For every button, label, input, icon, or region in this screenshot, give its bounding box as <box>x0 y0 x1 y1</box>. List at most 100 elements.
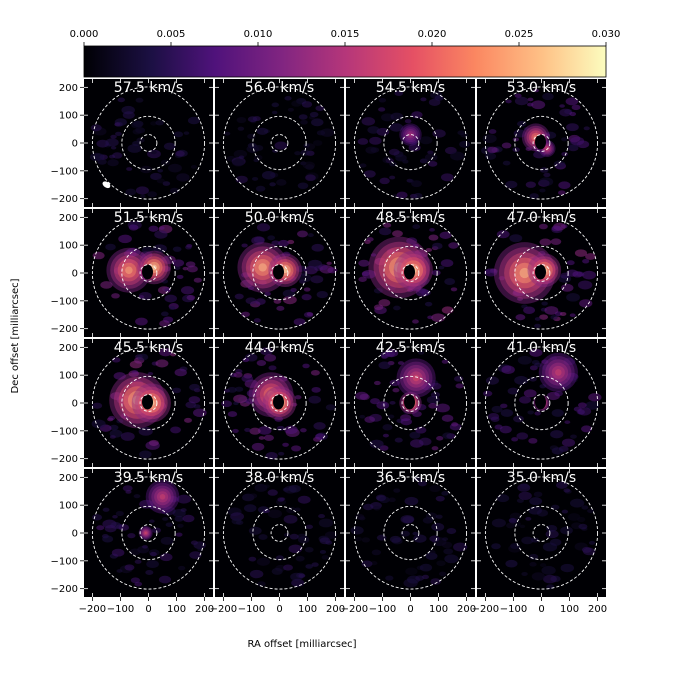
noise-blob <box>429 228 435 232</box>
noise-blob <box>501 365 515 374</box>
y-tick-label: −200 <box>51 324 78 335</box>
ring-contour <box>401 524 420 542</box>
noise-blob <box>297 536 310 544</box>
emission-clump <box>144 531 147 535</box>
noise-blob <box>257 581 266 587</box>
channel-velocity-label: 45.5 km/s <box>114 340 183 356</box>
noise-blob <box>127 395 134 400</box>
noise-blob <box>496 230 510 239</box>
noise-blob <box>528 506 542 515</box>
noise-blob <box>307 259 323 269</box>
channel-velocity-label: 41.0 km/s <box>507 340 576 356</box>
noise-blob <box>133 494 141 499</box>
noise-blob <box>560 272 571 279</box>
noise-blob <box>409 431 421 439</box>
noise-blob <box>237 126 245 131</box>
noise-blob <box>271 567 283 575</box>
noise-blob <box>246 389 260 398</box>
noise-blob <box>131 121 143 129</box>
noise-blob <box>388 497 396 503</box>
noise-blob <box>193 404 201 409</box>
noise-blob <box>160 159 171 166</box>
noise-blob <box>355 391 369 400</box>
noise-blob <box>297 495 311 504</box>
emission-clump <box>142 529 150 537</box>
noise-blob <box>428 160 438 167</box>
noise-blob <box>324 531 338 539</box>
noise-blob <box>327 267 338 274</box>
noise-blob <box>539 167 549 173</box>
noise-blob <box>525 147 532 152</box>
channel-panel: 42.5 km/s <box>346 339 475 467</box>
noise-blob <box>110 134 117 139</box>
noise-blob <box>550 238 562 245</box>
emission-clump <box>127 390 147 410</box>
noise-blob <box>523 306 536 314</box>
noise-blob <box>291 402 298 407</box>
noise-blob <box>583 126 590 131</box>
emission-clump <box>250 254 276 281</box>
x-tick-label: 100 <box>560 604 579 615</box>
noise-blob <box>149 519 155 523</box>
central-hole <box>535 394 546 410</box>
x-tick-label: 200 <box>588 604 607 615</box>
noise-blob <box>569 111 577 117</box>
noise-blob <box>253 236 265 244</box>
channel-panel: 38.0 km/s <box>215 469 344 597</box>
emission-clump <box>408 132 413 137</box>
noise-blob <box>294 507 301 512</box>
ring-contour <box>383 245 438 301</box>
ring-contour <box>139 134 158 152</box>
noise-blob <box>496 494 510 503</box>
noise-blob <box>550 315 558 320</box>
noise-blob <box>264 354 277 362</box>
ring-contour <box>252 115 307 171</box>
noise-blob <box>284 96 292 101</box>
noise-blob <box>281 251 291 257</box>
ring-contour <box>91 346 206 460</box>
noise-blob <box>588 540 596 545</box>
noise-blob <box>568 376 578 383</box>
noise-blob <box>247 116 258 123</box>
noise-blob <box>180 286 195 295</box>
emission-clump <box>118 381 156 419</box>
noise-blob <box>378 361 391 370</box>
noise-blob <box>276 425 285 431</box>
noise-blob <box>444 278 456 285</box>
noise-blob <box>140 165 153 174</box>
noise-blob <box>558 190 566 196</box>
ring-contour <box>252 245 307 301</box>
channel-panel: 51.5 km/s <box>84 209 213 337</box>
noise-blob <box>441 306 454 314</box>
noise-blob <box>514 375 529 385</box>
noise-blob <box>110 146 117 150</box>
noise-blob <box>155 494 162 498</box>
ring-contour <box>383 375 438 431</box>
noise-blob <box>231 518 242 525</box>
noise-blob <box>276 305 285 311</box>
noise-blob <box>543 172 551 178</box>
noise-blob <box>108 415 116 421</box>
noise-blob <box>402 159 409 164</box>
noise-blob <box>302 363 310 369</box>
central-hole <box>404 394 415 410</box>
noise-blob <box>502 160 511 166</box>
noise-blob <box>427 150 434 155</box>
noise-blob <box>160 536 174 545</box>
noise-blob <box>498 276 506 281</box>
noise-blob <box>553 160 566 168</box>
noise-blob <box>512 275 526 284</box>
noise-blob <box>450 287 458 292</box>
ring-contour <box>121 375 176 431</box>
y-tick-label: −100 <box>51 296 78 307</box>
noise-blob <box>378 97 387 103</box>
noise-blob <box>264 291 271 296</box>
noise-blob <box>355 536 363 542</box>
noise-blob <box>370 253 377 257</box>
noise-blob <box>431 446 439 451</box>
noise-blob <box>517 297 523 301</box>
noise-blob <box>370 398 380 405</box>
ring-contour <box>532 134 551 152</box>
noise-blob <box>155 120 164 126</box>
noise-blob <box>373 505 381 511</box>
